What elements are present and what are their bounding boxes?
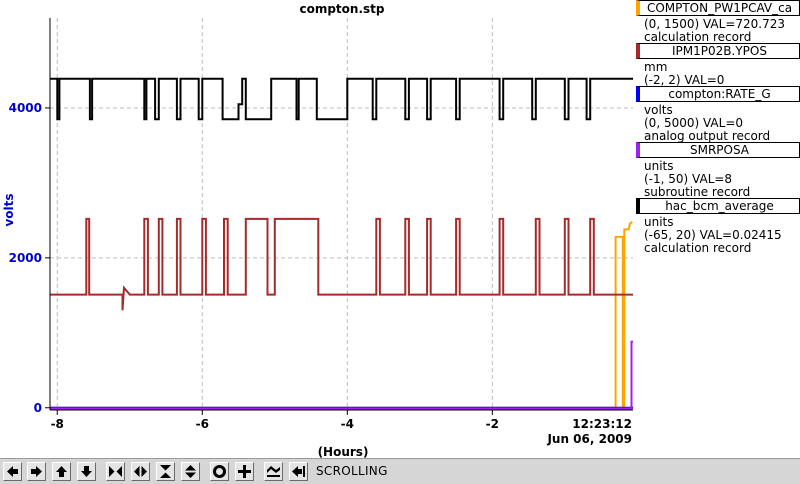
x-axis-label: (Hours)	[318, 445, 369, 458]
expand-horizontal-icon	[109, 466, 122, 477]
legend-units: volts	[644, 103, 673, 117]
arrow-right-button[interactable]	[27, 462, 46, 481]
legend: COMPTON_PW1PCAV_ca (0, 1500) VAL=720.723…	[636, 0, 800, 255]
scroll-to-end-button[interactable]	[289, 462, 308, 481]
series-line-hac-bcm-average	[50, 217, 633, 311]
arrow-left-button[interactable]	[3, 462, 22, 481]
series-line-smrposa	[50, 340, 633, 410]
y-axis-label: volts	[2, 193, 16, 226]
legend-record: calculation record	[644, 30, 752, 44]
compress-vertical-icon	[185, 465, 196, 478]
legend-entry[interactable]: compton:RATE_G volts (0, 5000) VAL=0 ana…	[636, 86, 800, 143]
legend-name[interactable]: SMRPOSA	[636, 142, 800, 158]
legend-name[interactable]: COMPTON_PW1PCAV_ca	[636, 0, 800, 16]
expand-vertical-icon	[160, 465, 171, 478]
legend-range: (0, 5000) VAL=0	[644, 116, 744, 130]
y-tick-label: 0	[34, 401, 42, 415]
legend-range: (-2, 2) VAL=0	[644, 73, 725, 87]
x-tick-label: -4	[341, 417, 354, 431]
compress-horizontal-icon	[134, 466, 147, 477]
chart-title: compton.stp	[299, 2, 384, 16]
legend-entry[interactable]: hac_bcm_average units (-65, 20) VAL=0.02…	[636, 198, 800, 255]
date-label: Jun 06, 2009	[546, 432, 632, 446]
plus-icon	[238, 465, 251, 478]
chart: -8 -6 -4 -2 0 2000 4000 compton.stp volts (Hou…	[2, 2, 633, 458]
legend-units: units	[644, 215, 674, 229]
arrow-down-icon	[81, 466, 92, 477]
arrow-up-icon	[56, 466, 67, 477]
arrow-left-icon	[7, 466, 18, 477]
legend-record: analog output record	[644, 129, 771, 143]
legend-record: calculation record	[644, 241, 752, 255]
toolbar: SCROLLING	[0, 458, 800, 484]
expand-horizontal-button[interactable]	[106, 462, 125, 481]
legend-name[interactable]: hac_bcm_average	[636, 198, 800, 214]
series-line-ipm1p02b-ypos	[50, 77, 633, 121]
y-tick-label: 4000	[9, 101, 42, 115]
x-tick-label: -8	[51, 417, 64, 431]
arrow-down-button[interactable]	[77, 462, 96, 481]
scroll-to-end-icon	[292, 466, 305, 477]
legend-name[interactable]: IPM1P02B.YPOS	[636, 43, 800, 59]
x-tick-label: -6	[196, 417, 209, 431]
status-text: SCROLLING	[316, 464, 388, 478]
legend-entry[interactable]: SMRPOSA units (-1, 50) VAL=8 subroutine …	[636, 142, 800, 199]
legend-units: mm	[644, 60, 668, 74]
legend-entry[interactable]: COMPTON_PW1PCAV_ca (0, 1500) VAL=720.723…	[636, 0, 800, 44]
legend-units: units	[644, 159, 674, 173]
time-label: 12:23:12	[572, 417, 632, 431]
axes	[49, 18, 633, 411]
legend-range: (-1, 50) VAL=8	[644, 172, 733, 186]
legend-range: (0, 1500) VAL=720.723	[644, 17, 785, 31]
arrow-right-icon	[31, 466, 42, 477]
auto-scale-button[interactable]	[264, 462, 283, 481]
series-line-compton-pw1pcav-ca	[50, 221, 633, 409]
legend-name[interactable]: compton:RATE_G	[636, 86, 800, 102]
legend-record: subroutine record	[644, 185, 751, 199]
series-lines	[50, 77, 633, 410]
auto-scale-icon	[267, 466, 280, 477]
circle-icon	[213, 465, 226, 478]
tick-labels: -8 -6 -4 -2 0 2000 4000	[9, 101, 499, 431]
legend-range: (-65, 20) VAL=0.02415	[644, 228, 782, 242]
compress-vertical-button[interactable]	[181, 462, 200, 481]
compress-horizontal-button[interactable]	[131, 462, 150, 481]
plus-button[interactable]	[235, 462, 254, 481]
expand-vertical-button[interactable]	[156, 462, 175, 481]
arrow-up-button[interactable]	[52, 462, 71, 481]
legend-entry[interactable]: IPM1P02B.YPOS mm (-2, 2) VAL=0	[636, 43, 800, 87]
y-tick-label: 2000	[9, 251, 42, 265]
grid-lines	[50, 18, 633, 410]
circle-button[interactable]	[210, 462, 229, 481]
x-tick-label: -2	[486, 417, 499, 431]
